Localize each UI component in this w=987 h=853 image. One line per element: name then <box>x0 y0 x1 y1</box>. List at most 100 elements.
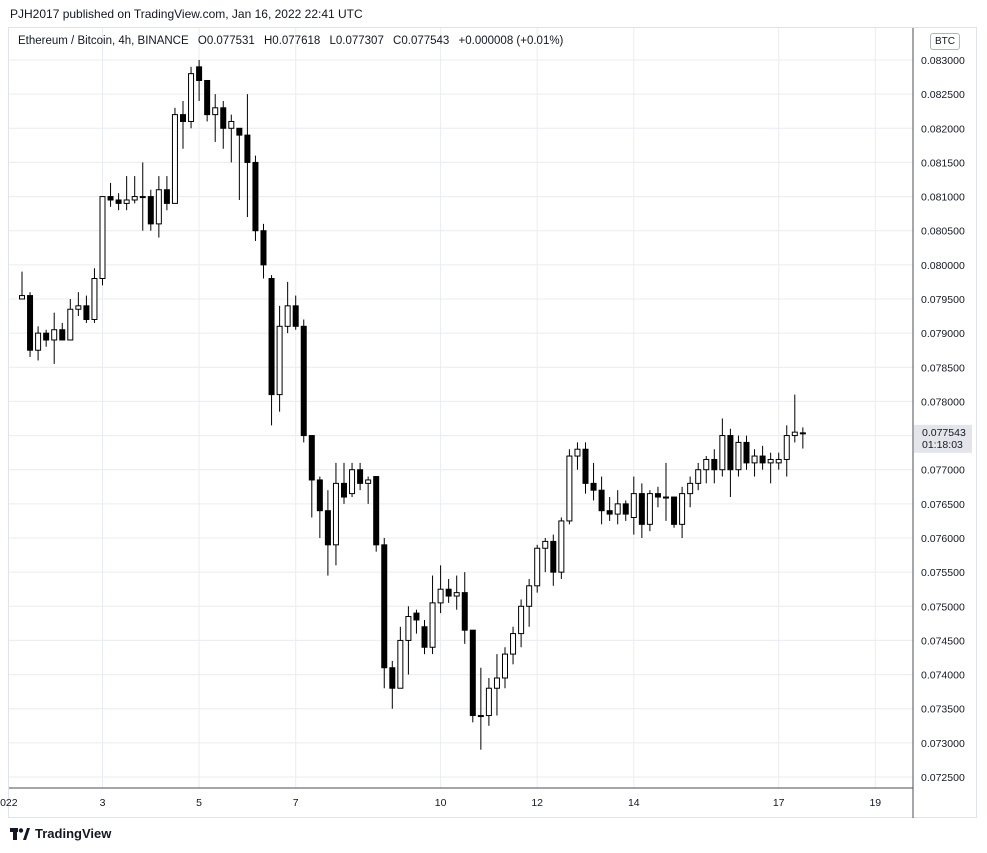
candle[interactable] <box>518 599 525 648</box>
candle[interactable] <box>163 176 170 211</box>
candle[interactable] <box>727 428 734 498</box>
candle[interactable] <box>188 66 195 129</box>
candle[interactable] <box>534 544 541 593</box>
candle[interactable] <box>341 462 347 504</box>
candle[interactable] <box>469 629 476 723</box>
candle[interactable] <box>614 490 621 525</box>
candle[interactable] <box>35 326 42 361</box>
candle[interactable] <box>75 292 82 317</box>
symbol-label[interactable]: Ethereum / Bitcoin, 4h, BINANCE <box>18 35 189 47</box>
candle[interactable] <box>43 329 50 347</box>
candle[interactable] <box>429 575 436 655</box>
candle[interactable] <box>413 609 420 634</box>
candle[interactable] <box>139 162 146 231</box>
candle[interactable] <box>646 490 653 532</box>
candle[interactable] <box>606 497 613 521</box>
candle[interactable] <box>437 565 444 614</box>
candle[interactable] <box>558 517 565 579</box>
candle[interactable] <box>542 538 549 573</box>
candle[interactable] <box>582 442 589 494</box>
candle[interactable] <box>485 677 492 726</box>
candle[interactable] <box>703 456 710 484</box>
candle[interactable] <box>751 449 758 477</box>
candle[interactable] <box>598 476 605 525</box>
candle[interactable] <box>357 462 364 491</box>
candle[interactable] <box>284 281 291 334</box>
candle[interactable] <box>493 654 500 716</box>
candle[interactable] <box>453 575 460 610</box>
candle[interactable] <box>654 486 661 508</box>
candle[interactable] <box>83 295 90 323</box>
candle[interactable] <box>212 94 219 142</box>
candle[interactable] <box>679 486 686 538</box>
candle[interactable] <box>131 176 138 204</box>
candle[interactable] <box>373 476 380 552</box>
candle[interactable] <box>91 268 98 323</box>
candle[interactable] <box>791 394 798 443</box>
candle[interactable] <box>260 223 267 279</box>
candle[interactable] <box>783 425 790 477</box>
candle[interactable] <box>59 322 66 341</box>
candle[interactable] <box>421 619 428 655</box>
candle[interactable] <box>695 462 702 491</box>
candle[interactable] <box>630 476 637 535</box>
candle[interactable] <box>445 578 452 603</box>
candle[interactable] <box>799 427 806 449</box>
candle[interactable] <box>365 476 372 504</box>
candle[interactable] <box>381 538 388 689</box>
candle[interactable] <box>276 305 283 412</box>
candle[interactable] <box>244 94 251 218</box>
candle[interactable] <box>622 500 629 521</box>
candle[interactable] <box>19 271 25 300</box>
candle[interactable] <box>67 299 74 341</box>
candle[interactable] <box>51 312 58 364</box>
candle[interactable] <box>107 182 114 207</box>
candle[interactable] <box>510 626 517 665</box>
candle[interactable] <box>115 193 122 211</box>
candle[interactable] <box>268 275 275 426</box>
candle[interactable] <box>236 127 243 200</box>
candle[interactable] <box>477 667 484 750</box>
candle[interactable] <box>99 196 106 286</box>
currency-badge[interactable]: BTC <box>930 33 960 50</box>
candle[interactable] <box>196 60 203 101</box>
candle[interactable] <box>332 462 339 566</box>
candle[interactable] <box>590 462 597 501</box>
candle[interactable] <box>308 435 315 518</box>
candle[interactable] <box>171 107 178 204</box>
candle[interactable] <box>147 189 154 231</box>
candle[interactable] <box>397 626 404 689</box>
candle[interactable] <box>220 100 227 149</box>
candle[interactable] <box>349 462 356 498</box>
candle[interactable] <box>687 476 694 508</box>
candle[interactable] <box>663 462 669 521</box>
candle[interactable] <box>638 483 645 538</box>
candle[interactable] <box>204 79 211 122</box>
candle[interactable] <box>228 114 235 163</box>
candle[interactable] <box>155 176 162 238</box>
candle[interactable] <box>767 452 774 484</box>
chart-frame[interactable] <box>8 27 977 818</box>
candle[interactable] <box>27 292 34 358</box>
candle[interactable] <box>719 418 726 477</box>
candle[interactable] <box>324 490 331 576</box>
candle[interactable] <box>502 647 508 689</box>
candle[interactable] <box>550 534 557 586</box>
candle[interactable] <box>300 319 307 443</box>
candle[interactable] <box>743 435 750 470</box>
candle[interactable] <box>735 435 742 477</box>
candle[interactable] <box>316 476 323 538</box>
candle[interactable] <box>405 606 412 675</box>
candle[interactable] <box>526 578 533 627</box>
candle[interactable] <box>292 295 299 330</box>
candle[interactable] <box>671 496 678 528</box>
candle[interactable] <box>461 572 468 644</box>
candle[interactable] <box>574 442 581 470</box>
candle[interactable] <box>775 452 782 470</box>
candle[interactable] <box>711 449 718 484</box>
candle[interactable] <box>759 445 766 470</box>
candle[interactable] <box>389 660 396 709</box>
candle[interactable] <box>566 449 573 525</box>
candle[interactable] <box>180 100 186 149</box>
